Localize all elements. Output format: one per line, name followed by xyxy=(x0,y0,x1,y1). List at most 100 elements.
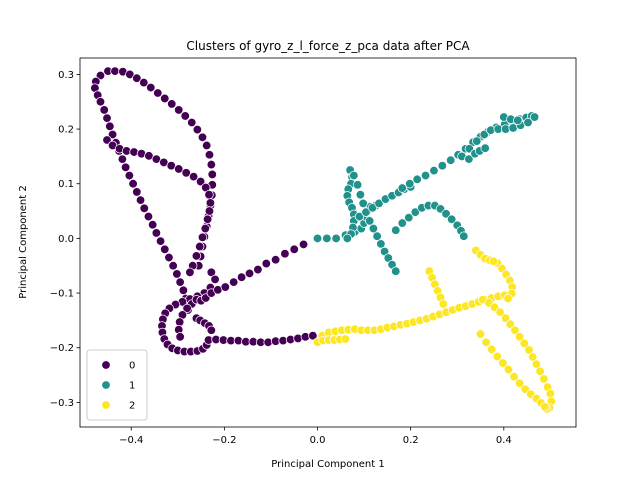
point-0-37 xyxy=(146,82,156,93)
legend-marker-0 xyxy=(101,360,111,370)
x-tick-label: 0.0 xyxy=(310,435,326,446)
point-1-30 xyxy=(372,231,382,241)
point-1-82 xyxy=(397,218,407,228)
point-0-8 xyxy=(105,121,115,132)
point-0-44 xyxy=(192,124,203,135)
point-1-1 xyxy=(322,233,332,244)
point-1-26 xyxy=(358,198,368,209)
point-0-117 xyxy=(206,325,217,335)
point-2-50 xyxy=(545,388,556,399)
point-1-84 xyxy=(410,207,420,217)
y-tick-label: −0.1 xyxy=(50,289,74,300)
point-1-35 xyxy=(391,266,401,276)
series-1 xyxy=(312,111,540,276)
point-0-43 xyxy=(187,117,197,128)
point-1-66 xyxy=(472,136,482,146)
point-0-127 xyxy=(253,264,263,275)
point-0-16 xyxy=(132,187,142,197)
plot-frame xyxy=(79,57,577,428)
point-2-54 xyxy=(475,329,486,339)
point-0-128 xyxy=(261,258,271,269)
point-1-37 xyxy=(361,207,371,217)
point-0-40 xyxy=(167,99,177,109)
point-0-47 xyxy=(204,150,215,160)
point-0-59 xyxy=(102,135,112,145)
legend-box xyxy=(86,349,148,421)
point-0-26 xyxy=(172,269,182,279)
point-0-18 xyxy=(139,203,149,214)
point-1-46 xyxy=(405,179,415,189)
point-0-124 xyxy=(229,277,239,287)
point-1-89 xyxy=(441,209,451,219)
point-0-15 xyxy=(128,179,138,189)
point-0-108 xyxy=(182,303,192,314)
point-0-14 xyxy=(124,170,135,181)
point-1-90 xyxy=(446,214,457,224)
point-2-60 xyxy=(509,372,519,382)
point-2-73 xyxy=(503,293,513,304)
point-1-63 xyxy=(529,112,540,122)
point-0-28 xyxy=(178,285,189,296)
point-1-25 xyxy=(355,189,366,200)
point-0-72 xyxy=(195,176,206,187)
point-2-41 xyxy=(510,325,520,335)
x-tick-label: 0.4 xyxy=(496,435,512,446)
chart-title: Clusters of gyro_z_l_force_z_pca data af… xyxy=(186,39,470,53)
points-layer xyxy=(90,66,556,414)
point-0-36 xyxy=(139,77,149,88)
x-axis-title: Principal Component 1 xyxy=(271,459,384,470)
point-1-83 xyxy=(404,212,414,223)
point-0-23 xyxy=(160,244,170,255)
y-tick-label: −0.3 xyxy=(50,398,74,409)
point-2-43 xyxy=(519,338,529,349)
point-0-32 xyxy=(110,66,120,76)
point-0-9 xyxy=(107,129,118,140)
y-axis: −0.3 −0.2 −0.1 0.0 0.1 0.2 0.3 xyxy=(50,70,80,409)
point-1-0 xyxy=(312,233,323,244)
point-0-13 xyxy=(120,162,131,173)
y-tick-label: 0.0 xyxy=(58,234,74,245)
point-0-125 xyxy=(236,272,247,282)
point-0-38 xyxy=(153,88,163,98)
point-0-7 xyxy=(102,113,112,123)
point-2-34 xyxy=(340,334,351,344)
point-0-24 xyxy=(164,252,174,263)
legend-marker-1 xyxy=(101,380,111,390)
point-1-51 xyxy=(446,155,456,165)
x-axis: −0.4 −0.2 0.0 0.2 0.4 xyxy=(119,427,512,446)
point-1-81 xyxy=(391,225,401,235)
y-axis-title: Principal Component 2 xyxy=(18,185,29,298)
point-2-58 xyxy=(498,358,508,368)
point-1-50 xyxy=(437,161,448,171)
point-0-76 xyxy=(204,206,215,216)
point-1-22 xyxy=(342,233,353,244)
point-0-78 xyxy=(200,223,210,234)
point-0-123 xyxy=(220,282,230,292)
point-0-35 xyxy=(132,73,142,83)
point-0-48 xyxy=(206,159,217,170)
point-2-47 xyxy=(535,366,545,376)
point-0-39 xyxy=(160,93,170,104)
point-1-23 xyxy=(349,170,359,181)
point-0-75 xyxy=(205,198,216,208)
series-2 xyxy=(312,245,556,414)
point-1-39 xyxy=(374,198,384,209)
point-0-69 xyxy=(174,164,184,174)
point-1-74 xyxy=(464,154,474,164)
point-1-28 xyxy=(365,216,375,226)
point-1-80 xyxy=(513,115,523,125)
point-0-85 xyxy=(210,274,220,285)
point-1-67 xyxy=(479,129,489,140)
point-0-132 xyxy=(298,239,309,250)
point-0-5 xyxy=(95,97,106,107)
point-2-61 xyxy=(514,378,525,388)
point-0-81 xyxy=(191,251,202,261)
x-tick-label: 0.2 xyxy=(403,435,419,446)
y-tick-label: 0.2 xyxy=(58,125,74,136)
point-0-45 xyxy=(197,132,208,142)
point-2-66 xyxy=(540,402,550,412)
point-2-42 xyxy=(514,332,525,342)
y-tick-label: 0.3 xyxy=(58,70,74,81)
